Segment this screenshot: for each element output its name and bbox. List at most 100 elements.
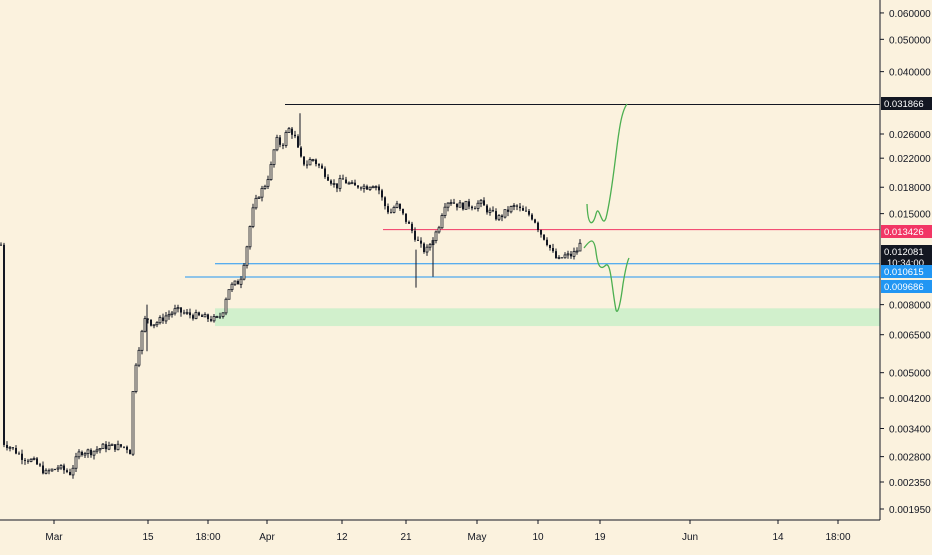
candle-body-up	[578, 242, 582, 252]
candle-body-down	[291, 128, 293, 135]
candle-body-up	[350, 182, 354, 185]
candle-body-down	[3, 244, 5, 445]
candle-body-down	[150, 319, 152, 326]
candle-body-up	[332, 182, 336, 185]
y-tick-label: 0.022000	[889, 154, 931, 165]
candle-body-down	[549, 245, 551, 248]
candle-body-down	[24, 459, 26, 461]
candle-body-up	[95, 449, 99, 452]
candle-body-down	[417, 239, 419, 241]
support-zone-layer	[215, 308, 880, 327]
y-tick-label: 0.018000	[889, 183, 931, 194]
candle-body-up	[362, 185, 366, 189]
candle-body-down	[147, 318, 149, 320]
candle-body-up	[287, 128, 291, 133]
candle-body-up	[227, 289, 231, 300]
time-axis[interactable]: Mar 15 18:00 Apr 12 21 May 10 19 Jun 14 18:00	[45, 520, 851, 543]
candle-body-up	[212, 316, 216, 322]
candle-body-down	[306, 164, 308, 166]
candles-layer	[0, 113, 582, 479]
candle-body-down	[336, 183, 338, 189]
candle-body-up	[107, 445, 111, 450]
candle-body-up	[101, 443, 105, 449]
candle-body-down	[318, 164, 320, 166]
candle-body-up	[116, 443, 120, 451]
candle-body-up	[77, 451, 81, 458]
candle-body-up	[224, 298, 228, 314]
candle-body-up	[512, 205, 516, 207]
candle-body-down	[63, 465, 65, 471]
candle-body-down	[531, 214, 533, 220]
candle-body-up	[56, 467, 60, 470]
candle-body-down	[366, 186, 368, 190]
candle-body-up	[71, 467, 75, 476]
candle-body-up	[284, 132, 288, 146]
candle-body-up	[458, 202, 462, 208]
candle-body-down	[105, 444, 107, 450]
candle-body-down	[486, 205, 488, 213]
candle-body-down	[114, 444, 116, 450]
candle-body-down	[321, 165, 323, 169]
candle-body-down	[528, 210, 530, 215]
candle-body-down	[180, 307, 182, 313]
candle-body-up	[230, 283, 234, 291]
candle-body-up	[476, 202, 480, 209]
candle-body-up	[50, 468, 54, 472]
y-tick-label: 0.026000	[889, 130, 931, 141]
x-tick-label: Mar	[45, 532, 63, 543]
candle-body-down	[15, 447, 17, 454]
candle-body-up	[503, 209, 507, 218]
x-tick-label: Apr	[259, 532, 275, 543]
x-tick-label: May	[468, 532, 487, 543]
y-tick-label: 0.015000	[889, 210, 931, 221]
candle-body-up	[98, 448, 102, 451]
level-lines-layer	[185, 104, 880, 278]
x-tick-label: 19	[594, 532, 606, 543]
price-axis[interactable]: 0.060000 0.050000 0.040000 0.026000 0.022000…	[880, 9, 931, 516]
candle-body-down	[495, 211, 497, 220]
candle-body-up	[509, 206, 513, 213]
candle-body-down	[183, 312, 185, 314]
price-label: 0.010615	[881, 265, 932, 278]
candle-body-up	[74, 456, 78, 469]
candle-body-down	[36, 458, 38, 465]
projection-layer	[583, 103, 630, 312]
candle-body-down	[534, 219, 536, 223]
candle-body-up	[434, 231, 438, 241]
candle-body-up	[251, 207, 255, 227]
candle-body-down	[378, 186, 380, 191]
candle-body-up	[164, 315, 168, 322]
candle-body-down	[342, 178, 344, 180]
candle-body-down	[462, 202, 464, 210]
candle-body-up	[443, 206, 447, 216]
y-tick-label: 0.002800	[889, 453, 931, 464]
y-tick-label: 0.040000	[889, 68, 931, 79]
candle-body-up	[29, 458, 33, 462]
y-tick-label: 0.006500	[889, 331, 931, 342]
candle-body-up	[152, 324, 156, 327]
candle-body-up	[260, 187, 264, 198]
candle-body-up	[311, 159, 315, 161]
candle-body-up	[275, 136, 279, 151]
x-tick-label: 21	[400, 532, 412, 543]
candle-body-down	[48, 470, 50, 472]
candle-body-up	[374, 186, 378, 188]
candle-body-up	[440, 215, 444, 229]
candle-body-down	[297, 136, 299, 148]
candle-body-up	[446, 202, 450, 208]
candle-body-up	[566, 253, 570, 256]
candle-body-down	[525, 210, 527, 212]
candle-body-up	[557, 256, 561, 259]
price-label: 0.013426	[881, 225, 932, 238]
candle-body-up	[83, 453, 87, 456]
candle-body-down	[123, 446, 125, 448]
candle-body-up	[464, 200, 468, 210]
candle-body-up	[272, 149, 276, 165]
candle-body-up	[338, 178, 342, 189]
candle-body-down	[474, 208, 476, 210]
candle-body-up	[266, 179, 270, 187]
candle-body-down	[522, 208, 524, 211]
candle-body-down	[420, 240, 422, 244]
